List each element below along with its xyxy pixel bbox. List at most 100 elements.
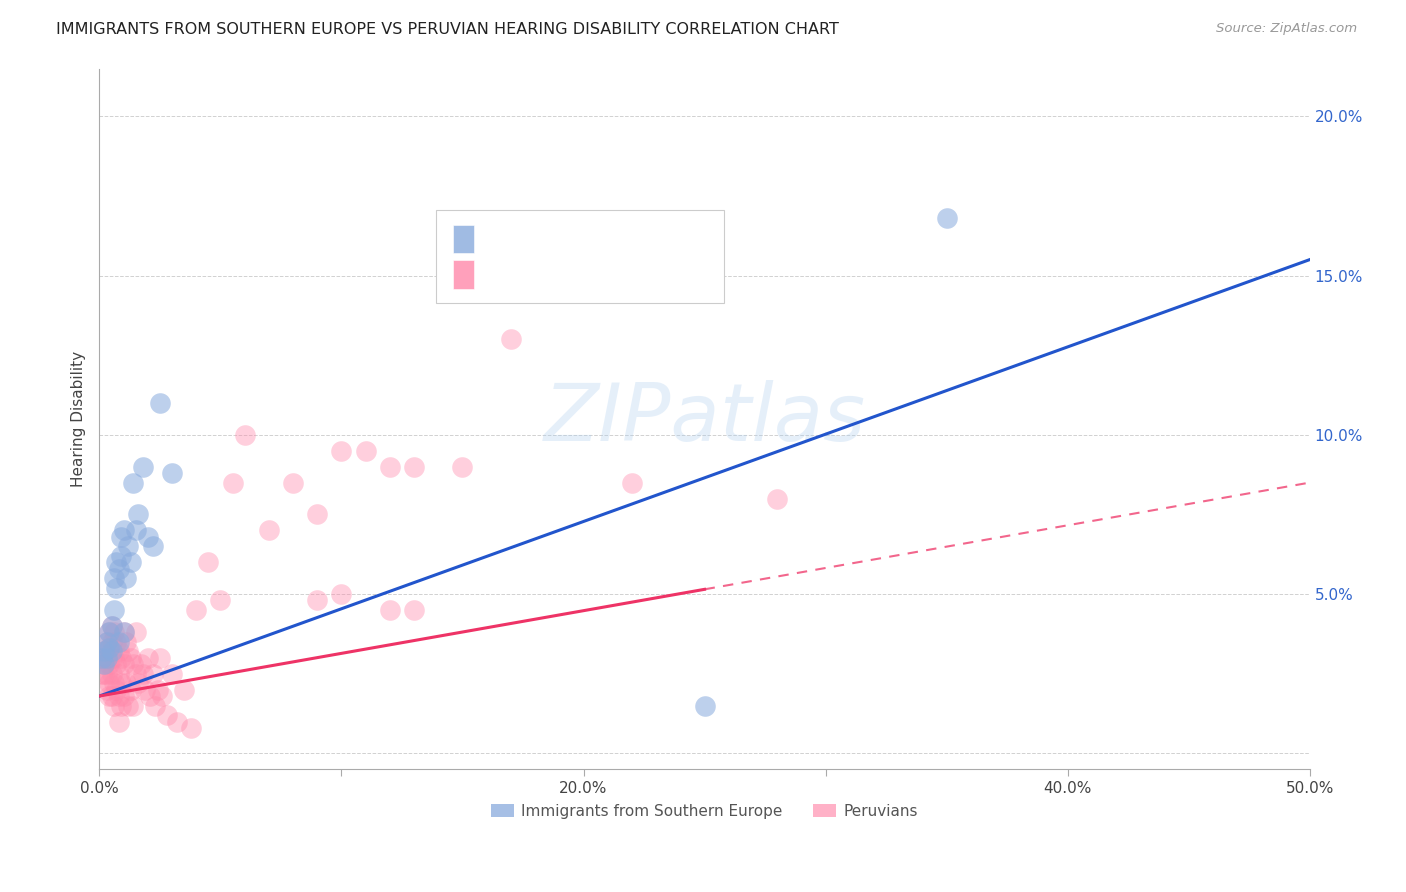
Point [105,581,128,595]
Point [100,619,122,633]
Text: N = 82: N = 82 [605,268,658,282]
Point [160,466,183,480]
Point [90,650,112,665]
Point [115,571,138,585]
Point [107,561,129,575]
Point [125,666,148,681]
Point [330,587,353,601]
Point [103,603,125,617]
Point [354,443,377,458]
Point [96,635,118,649]
Point [110,698,132,713]
Point [209,593,232,607]
Point [122,475,145,490]
Point [132,459,155,474]
Y-axis label: Hearing Disability: Hearing Disability [72,351,86,487]
Point [766,491,789,506]
Point [330,443,353,458]
Point [257,524,280,538]
Point [127,508,149,522]
Point [142,539,165,553]
Point [96,650,118,665]
Point [132,666,155,681]
Point [378,603,401,617]
Point [103,676,125,690]
Point [112,689,135,703]
Point [197,555,219,569]
Point [100,644,122,658]
Point [98,625,121,640]
Point [98,689,121,703]
Point [378,459,401,474]
Point [180,721,202,735]
Point [105,657,128,672]
Point [120,682,142,697]
Point [98,641,121,656]
Point [166,714,188,729]
Point [127,676,149,690]
Point [107,689,129,703]
Point [100,650,122,665]
Text: R = 0.808: R = 0.808 [482,232,558,246]
Point [122,698,145,713]
Point [136,530,159,544]
Point [103,571,125,585]
Point [221,475,243,490]
Point [107,644,129,658]
Point [117,539,139,553]
Point [139,689,162,703]
Point [96,635,118,649]
Point [112,625,135,640]
Point [117,644,139,658]
Point [90,666,112,681]
Point [499,332,522,346]
Point [98,676,121,690]
Point [451,459,474,474]
Text: N = 32: N = 32 [605,232,658,246]
Point [98,641,121,656]
Point [115,635,138,649]
Point [693,698,716,713]
Text: Source: ZipAtlas.com: Source: ZipAtlas.com [1216,22,1357,36]
Point [105,682,128,697]
Point [90,650,112,665]
Point [100,619,122,633]
Point [112,625,135,640]
Point [112,657,135,672]
Point [156,708,179,723]
Point [935,211,957,226]
Point [100,666,122,681]
Point [136,650,159,665]
Point [110,549,132,563]
Point [125,625,148,640]
Point [620,475,643,490]
Point [307,508,329,522]
Point [103,698,125,713]
Point [112,524,135,538]
Legend: Immigrants from Southern Europe, Peruvians: Immigrants from Southern Europe, Peruvia… [485,797,924,825]
Point [98,625,121,640]
Point [107,714,129,729]
Point [93,644,115,658]
Point [142,666,165,681]
Text: IMMIGRANTS FROM SOUTHERN EUROPE VS PERUVIAN HEARING DISABILITY CORRELATION CHART: IMMIGRANTS FROM SOUTHERN EUROPE VS PERUV… [56,22,839,37]
Point [120,555,142,569]
Point [110,650,132,665]
Point [129,657,152,672]
Point [233,427,256,442]
Point [149,650,172,665]
Point [96,650,118,665]
Point [120,650,142,665]
Point [110,530,132,544]
Point [281,475,304,490]
Point [143,698,166,713]
Point [107,635,129,649]
Point [117,698,139,713]
Point [146,682,169,697]
Point [122,657,145,672]
Point [103,625,125,640]
Text: R = 0.305: R = 0.305 [482,268,558,282]
Point [93,657,115,672]
Point [115,676,138,690]
Point [186,603,208,617]
